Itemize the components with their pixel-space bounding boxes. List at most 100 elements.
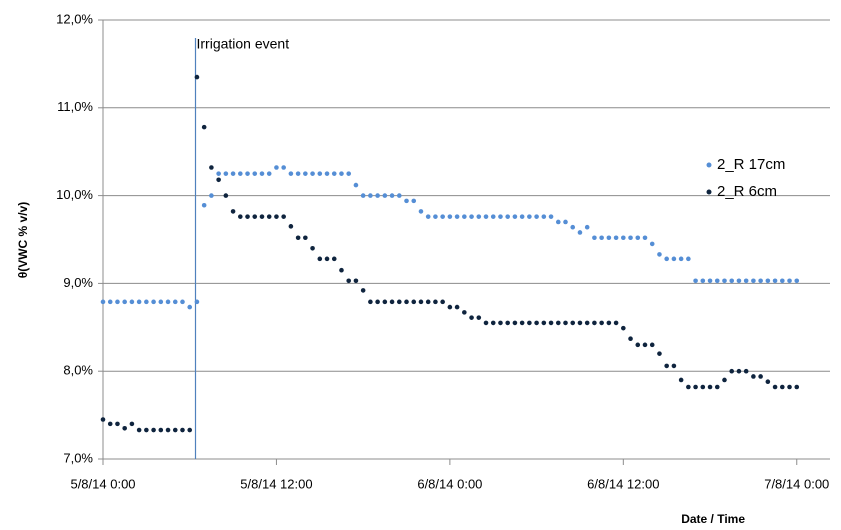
point — [230, 171, 236, 176]
y-tick-label: 11,0% — [57, 99, 93, 114]
point — [144, 299, 149, 305]
point — [765, 379, 771, 385]
point — [360, 193, 366, 198]
point — [201, 202, 207, 208]
point — [613, 320, 619, 326]
point — [678, 377, 684, 383]
point — [664, 256, 669, 262]
x-tick-label: 5/8/14 12:00 — [240, 476, 312, 491]
point — [772, 384, 778, 390]
point — [469, 315, 474, 320]
point — [433, 299, 438, 305]
point — [722, 278, 727, 284]
x-tick-label: 6/8/14 12:00 — [587, 476, 659, 491]
point — [780, 384, 785, 390]
point — [714, 384, 720, 390]
point — [498, 214, 503, 219]
point — [216, 171, 221, 176]
point — [288, 171, 294, 176]
point — [527, 320, 532, 326]
point — [642, 342, 648, 348]
point — [172, 427, 178, 433]
point — [245, 214, 250, 219]
point — [505, 320, 510, 326]
point — [671, 256, 677, 262]
point — [649, 241, 655, 247]
point — [599, 235, 604, 241]
point — [259, 171, 265, 176]
point — [129, 299, 135, 305]
point — [375, 193, 380, 198]
point — [794, 278, 800, 284]
point — [100, 299, 106, 305]
y-tick-label: 7,0% — [63, 450, 93, 465]
point — [505, 214, 510, 219]
point — [606, 320, 612, 326]
point — [787, 384, 792, 390]
point — [599, 320, 604, 326]
point — [527, 214, 532, 219]
point — [317, 171, 323, 176]
point — [780, 278, 785, 284]
point — [115, 421, 120, 427]
point — [151, 427, 156, 433]
point — [693, 384, 698, 390]
point — [223, 193, 229, 198]
point — [389, 193, 395, 198]
point — [411, 299, 417, 305]
legend-marker — [706, 162, 712, 168]
point — [129, 421, 135, 427]
point — [512, 214, 518, 219]
point — [584, 224, 590, 230]
point — [729, 278, 735, 284]
point — [628, 235, 633, 241]
point — [230, 209, 236, 214]
point — [548, 214, 554, 219]
point — [758, 278, 763, 284]
point — [700, 278, 706, 284]
point — [252, 214, 258, 219]
point — [107, 421, 113, 427]
point — [794, 384, 800, 390]
point — [548, 320, 554, 326]
point — [158, 299, 164, 305]
point — [165, 427, 171, 433]
x-axis-title: Date / Time — [681, 512, 745, 526]
point — [476, 214, 482, 219]
point — [100, 417, 106, 422]
point — [678, 256, 684, 262]
point — [346, 171, 352, 176]
point — [555, 219, 561, 225]
point — [490, 320, 496, 326]
point — [353, 278, 359, 284]
point — [440, 214, 445, 219]
point — [722, 377, 727, 383]
y-tick-label: 12,0% — [56, 11, 93, 26]
point — [707, 384, 713, 390]
point — [686, 256, 691, 262]
legend-marker — [706, 189, 712, 195]
point — [707, 278, 713, 284]
y-axis-title: θ(VWC % v/v) — [16, 202, 30, 279]
point — [223, 171, 229, 176]
point — [389, 299, 395, 305]
point — [274, 165, 279, 170]
point — [331, 171, 337, 176]
point — [310, 171, 315, 176]
point — [158, 427, 164, 433]
point — [404, 198, 409, 204]
point — [570, 224, 576, 230]
point — [252, 171, 258, 176]
point — [165, 299, 171, 305]
point — [274, 214, 279, 219]
point — [469, 214, 474, 219]
point — [447, 304, 453, 310]
point — [122, 299, 127, 305]
point — [758, 374, 763, 379]
point — [404, 299, 409, 305]
point — [534, 320, 539, 326]
point — [396, 193, 402, 198]
point — [541, 214, 547, 219]
point — [259, 214, 265, 219]
